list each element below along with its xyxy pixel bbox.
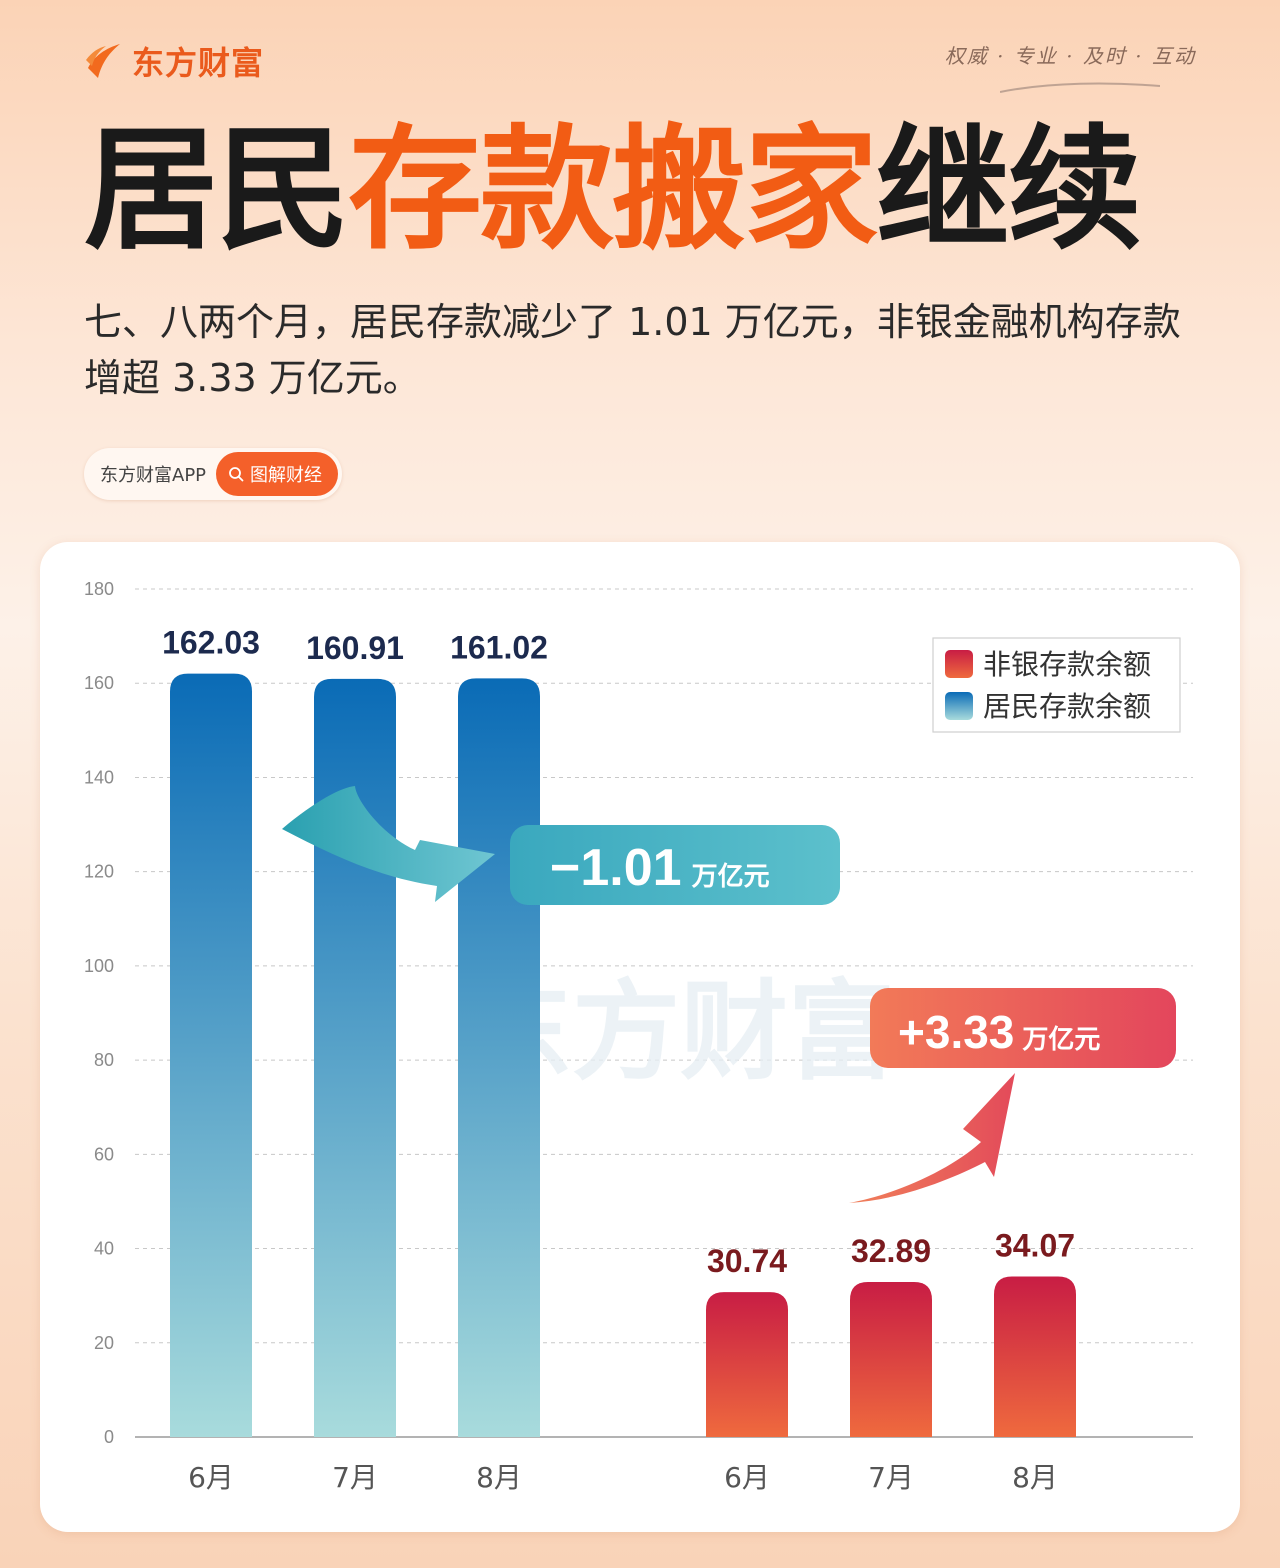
legend-swatch (945, 650, 973, 678)
data-label: 161.02 (450, 629, 548, 665)
y-tick-label: 40 (94, 1239, 114, 1259)
y-tick-label: 80 (94, 1050, 114, 1070)
change-badge-nonbank (870, 988, 1176, 1068)
bar-resident-1 (170, 673, 252, 1437)
x-tick-label: 7月 (332, 1461, 378, 1494)
bar-nonbank-3 (994, 1276, 1076, 1437)
tag-button-label: 图解财经 (250, 465, 323, 486)
x-tick-label: 8月 (1012, 1461, 1058, 1494)
bar-nonbank-1 (706, 1292, 788, 1437)
data-label: 34.07 (995, 1227, 1075, 1263)
change-value-nonbank: +3.33 万亿元 (898, 1006, 1100, 1058)
bar-chart: 020406080100120140160180东方财富162.036月160.… (84, 579, 1193, 1494)
search-icon (229, 467, 244, 482)
y-tick-label: 160 (84, 673, 114, 693)
tag-button[interactable]: 图解财经 (216, 452, 339, 496)
legend-label: 居民存款余额 (983, 690, 1151, 723)
tag-app-name: 东方财富APP (100, 465, 207, 486)
flame-logo-icon (86, 44, 120, 78)
data-label: 160.91 (306, 630, 404, 666)
x-tick-label: 7月 (868, 1461, 914, 1494)
brand-logo: 东方财富 (84, 38, 264, 84)
slogan: 权威 · 专业 · 及时 · 互动 (944, 44, 1196, 68)
chart-card: 0 20 40 60 80 100 120 140 160 180 东方财富 162.03 6月 160.… (40, 542, 1240, 1532)
x-tick-label: 6月 (724, 1461, 770, 1494)
source-tag: 东方财富APP 图解财经 (84, 448, 343, 500)
data-label: 30.74 (707, 1243, 787, 1279)
slogan-swoosh (1000, 82, 1160, 93)
data-label: 162.03 (162, 625, 260, 661)
brand-name: 东方财富 (132, 44, 265, 82)
subtitle: 七、八两个月，居民存款减少了 1.01 万亿元，非银金融机构存款增超 3.33 … (84, 300, 1181, 400)
y-tick-label: 0 (104, 1427, 114, 1447)
data-label: 32.89 (851, 1233, 931, 1269)
x-tick-label: 6月 (188, 1461, 234, 1494)
legend (932, 637, 1181, 733)
bar-nonbank-2 (850, 1282, 932, 1437)
y-tick-label: 20 (94, 1333, 114, 1353)
legend-swatch (945, 692, 973, 720)
y-tick-label: 100 (84, 956, 114, 976)
bar-resident-3 (458, 678, 540, 1437)
change-value-resident: −1.01 万亿元 (550, 839, 770, 897)
title-part3: 继续 (876, 112, 1142, 268)
change-badge-resident (510, 825, 840, 905)
legend-label: 非银存款余额 (983, 648, 1151, 681)
y-tick-label: 120 (84, 862, 114, 882)
y-tick-label: 140 (84, 767, 114, 787)
page-title: 居民存款搬家继续 (84, 110, 1142, 270)
y-tick-label: 180 (84, 579, 114, 599)
x-tick-label: 8月 (476, 1461, 522, 1494)
arrow-up-icon (849, 1073, 1015, 1203)
title-highlight: 存款搬家 (348, 112, 878, 268)
title-part1: 居民 (84, 112, 350, 268)
arrow-down-icon (282, 786, 495, 902)
y-tick-label: 60 (94, 1144, 114, 1164)
